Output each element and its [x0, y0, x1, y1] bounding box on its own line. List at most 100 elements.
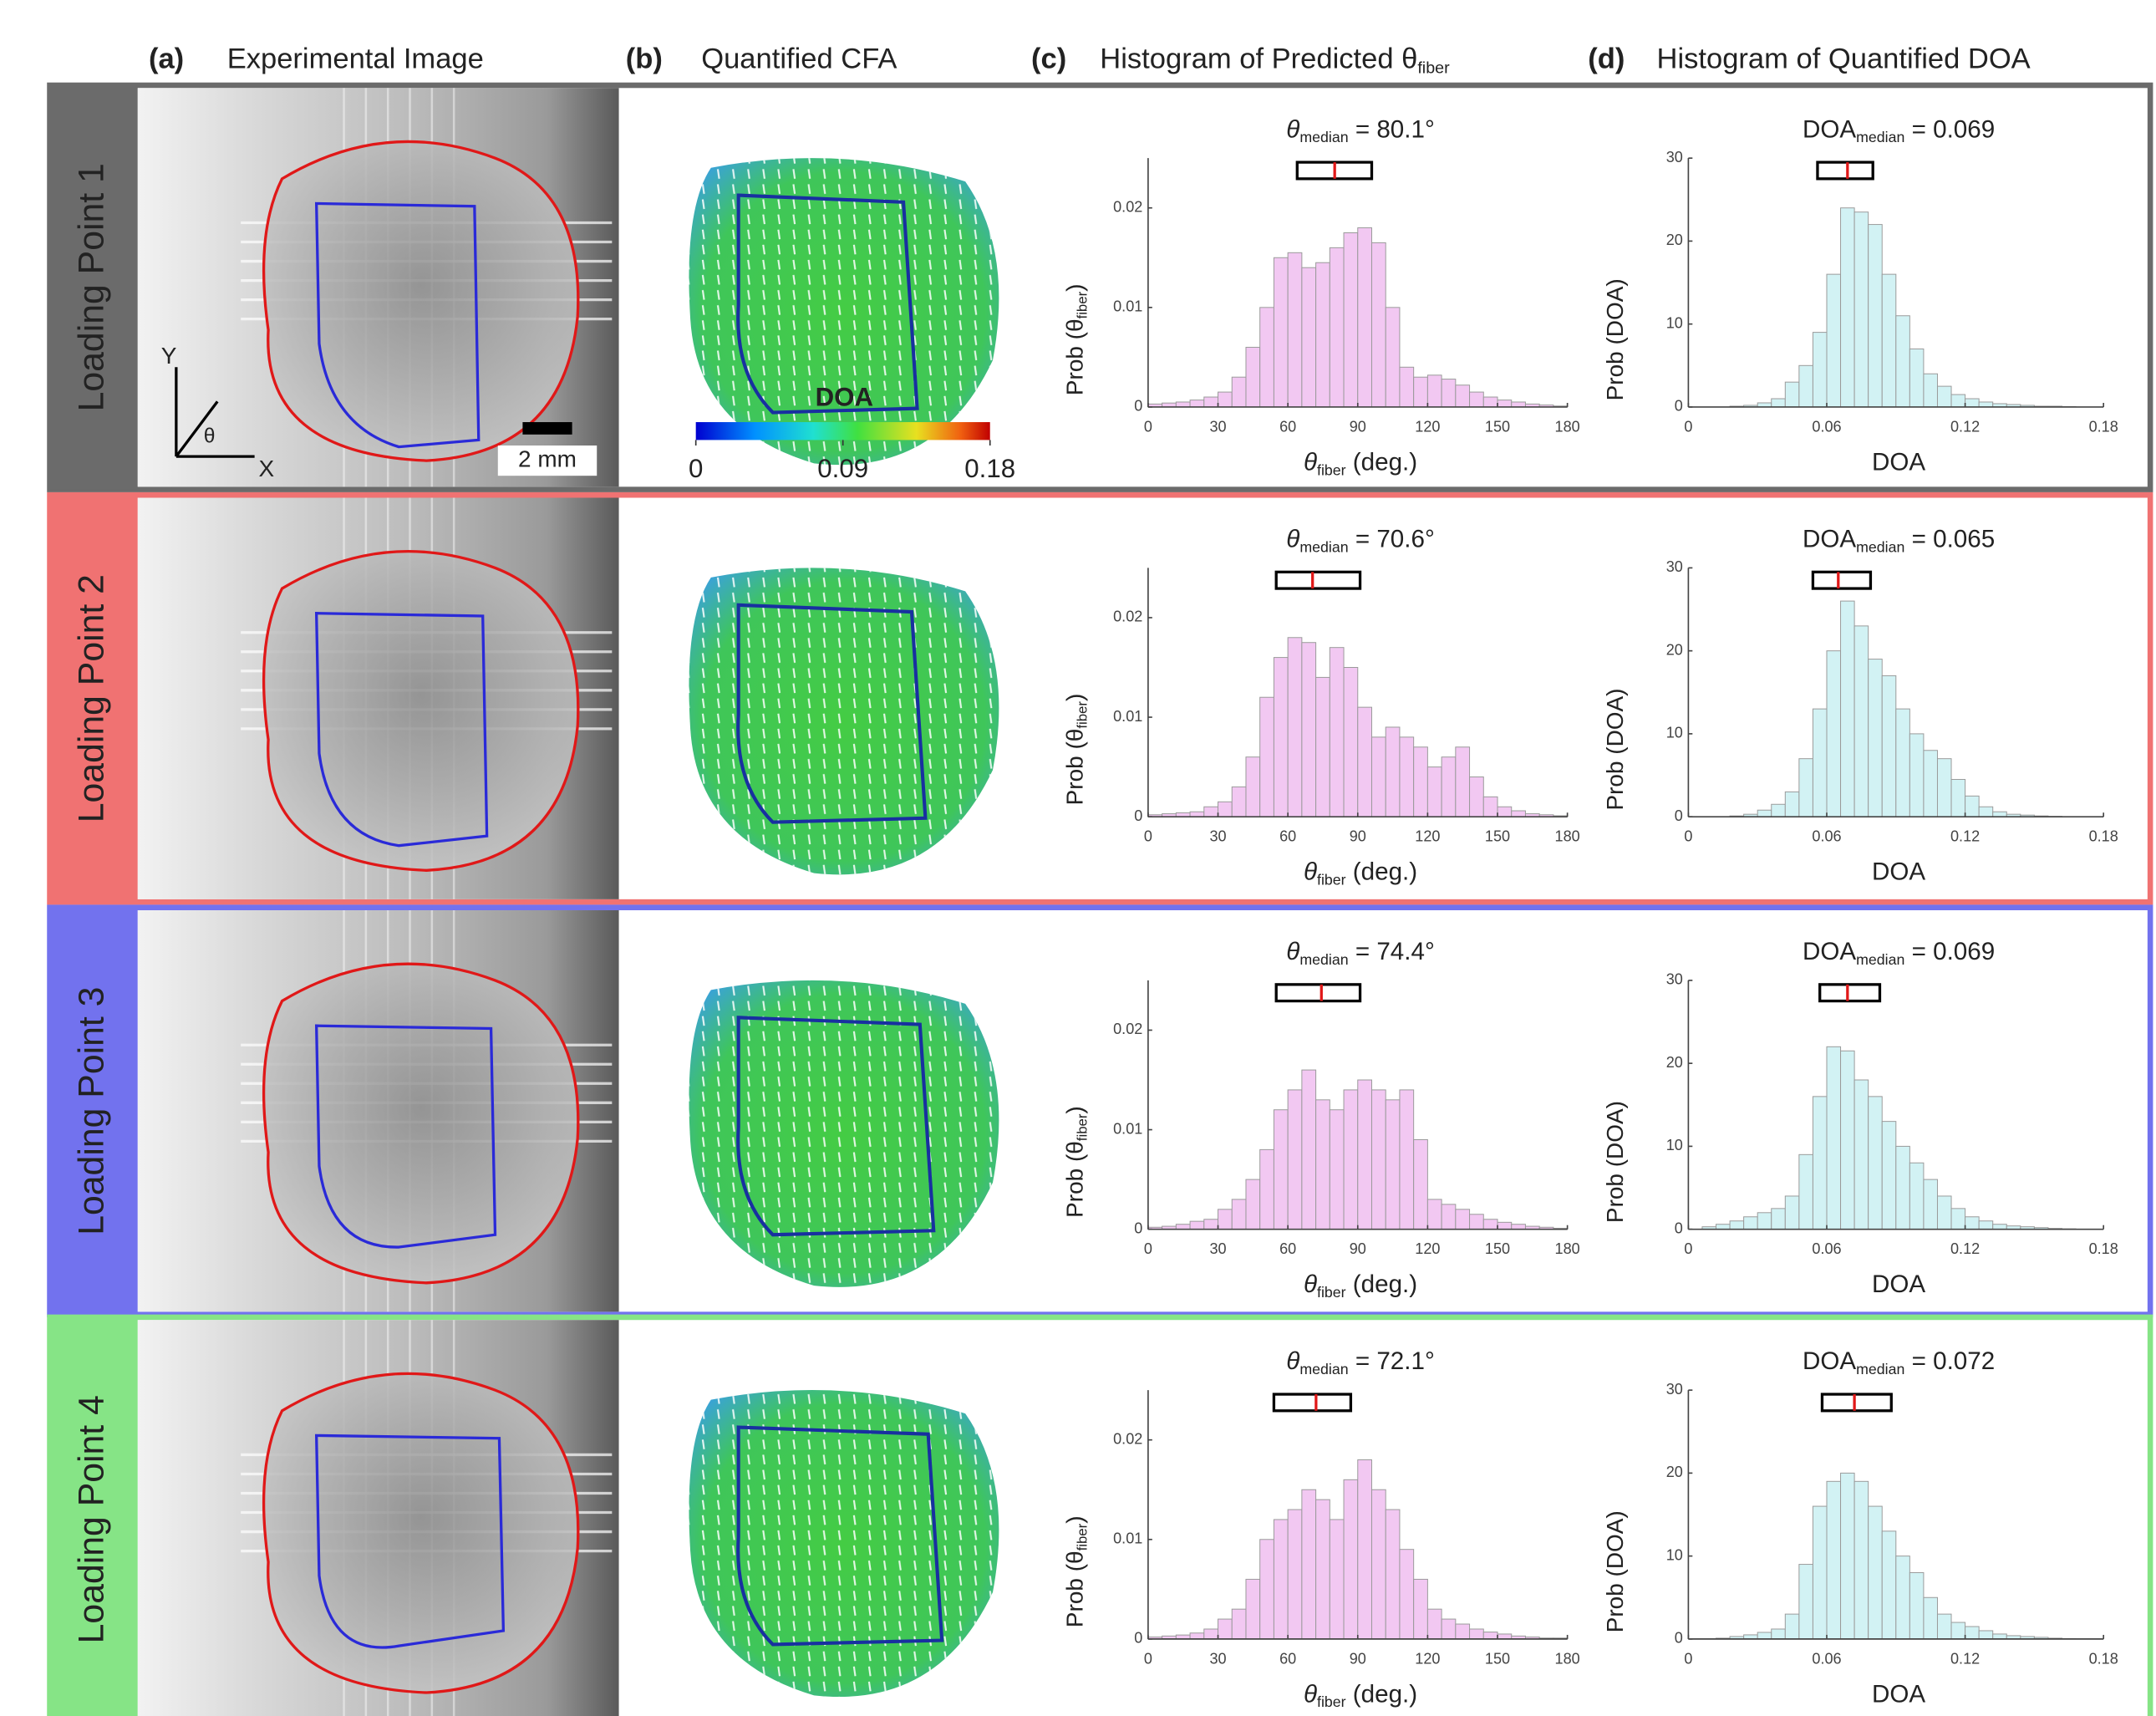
histogram-bar — [1315, 676, 1330, 817]
histogram-bar — [1218, 1618, 1233, 1640]
y-tick-label: 10 — [1666, 314, 1683, 331]
x-tick-label: 0.06 — [1812, 828, 1841, 845]
x-tick-label: 0 — [1144, 828, 1152, 845]
x-axis-label-part: fiber — [1317, 1693, 1346, 1710]
y-tick-label: 30 — [1666, 149, 1683, 165]
tissue — [263, 964, 578, 1283]
histogram-bar — [1413, 1578, 1428, 1640]
chart-title-part: median — [1856, 1361, 1904, 1377]
x-axis-label: θfiber (deg.) — [1304, 1680, 1417, 1710]
histogram-bar — [1881, 273, 1897, 408]
panel-tag: (a) — [149, 43, 184, 75]
histogram-bar — [1231, 1199, 1247, 1230]
histogram-bar — [1812, 708, 1828, 817]
x-tick-label: 120 — [1415, 418, 1440, 435]
x-tick-label: 0 — [1684, 1650, 1692, 1667]
chart-title-part: median — [1299, 1361, 1348, 1377]
chart-title-part: median — [1299, 129, 1348, 145]
histogram-bar — [1287, 1509, 1303, 1640]
scale-bar — [522, 422, 572, 435]
histogram-bar — [1343, 232, 1359, 408]
x-axis-label-part: (deg.) — [1346, 858, 1418, 885]
cfa-region — [736, 1425, 944, 1647]
y-axis-label-part: Prob (DOA) — [1602, 689, 1628, 811]
y-axis-label: Prob (θfiber) — [1062, 1515, 1091, 1627]
cfa-region — [736, 603, 928, 824]
panel-tag: (d) — [1588, 43, 1625, 75]
histogram-bar — [1826, 1046, 1842, 1230]
histogram-bar — [1909, 733, 1925, 817]
chart-title: DOAmedian = 0.069 — [1803, 115, 1995, 145]
histogram-bar — [1826, 650, 1842, 817]
chart-title-part: median — [1856, 951, 1904, 968]
chart-title-part: θ — [1286, 525, 1299, 552]
histogram-bar — [1301, 267, 1317, 408]
box — [1274, 983, 1362, 1003]
y-axis-label: Prob (θfiber) — [1062, 284, 1091, 396]
histogram-bar — [1497, 806, 1513, 817]
x-tick-label: 30 — [1209, 1240, 1226, 1257]
colorbar-tick-label: 0.18 — [964, 454, 1015, 483]
histogram-bar — [1218, 1209, 1233, 1230]
panel-tag: (b) — [626, 43, 663, 75]
x-axis-label-part: (deg.) — [1346, 1680, 1418, 1708]
histogram-bar — [1511, 1224, 1526, 1230]
histogram-bar — [1909, 348, 1925, 408]
row-label-strip — [49, 907, 138, 1315]
histogram-bar — [1370, 1489, 1386, 1640]
histogram-bar — [1497, 1221, 1513, 1230]
chart-title-part: θ — [1286, 938, 1299, 965]
y-tick-label: 0.01 — [1113, 1120, 1142, 1137]
histogram-bar — [1784, 381, 1800, 408]
histogram-bar — [1868, 1096, 1883, 1230]
cfa-vectors — [689, 1390, 999, 1698]
chart-title-part: DOA — [1803, 1347, 1856, 1375]
histogram-bar — [1923, 1596, 1938, 1640]
histogram-bar — [1923, 750, 1938, 817]
cfa-vectors — [689, 568, 999, 875]
row-label-strip — [49, 84, 138, 490]
histogram-bar — [1329, 1519, 1345, 1640]
chart-title-part: = 72.1° — [1349, 1347, 1435, 1375]
histogram-bar — [1798, 364, 1813, 408]
cfa-vectors — [689, 158, 999, 466]
y-tick-label: 0.01 — [1113, 1530, 1142, 1547]
chart-title-part: = 70.6° — [1349, 525, 1435, 552]
histogram-bar — [1343, 1089, 1359, 1230]
chart-title: DOAmedian = 0.065 — [1803, 525, 1995, 555]
histogram-bar — [1189, 1220, 1205, 1230]
histogram-bar — [1441, 1618, 1457, 1640]
chart-title: θmedian = 70.6° — [1286, 525, 1435, 555]
histogram-bar — [1840, 1472, 1855, 1640]
histogram-bar — [1259, 1539, 1274, 1640]
x-tick-label: 30 — [1209, 418, 1226, 435]
histogram-bar — [1909, 1162, 1925, 1230]
histogram-bar — [1259, 696, 1274, 817]
histogram-bar — [1936, 758, 1952, 817]
histogram-bar — [1909, 1571, 1925, 1640]
histogram-bar — [1441, 379, 1457, 408]
y-tick-label: 10 — [1666, 1546, 1683, 1563]
chart-title-part: median — [1856, 538, 1904, 555]
box — [1272, 1393, 1353, 1413]
histogram-bar — [1370, 736, 1386, 817]
histogram-bar — [1399, 1549, 1415, 1640]
histogram-bar — [1175, 401, 1191, 408]
panel-title-part: Histogram of Predicted θ — [1100, 43, 1417, 75]
histogram-bar — [1729, 1220, 1745, 1230]
histogram-bar — [1273, 257, 1289, 408]
histogram-bar — [1231, 1608, 1247, 1640]
y-axis-label-part: fiber — [1075, 1523, 1091, 1551]
y-tick-label: 30 — [1666, 558, 1683, 575]
chart-title-part: = 80.1° — [1349, 115, 1435, 143]
y-axis-label-part: Prob (DOA) — [1602, 1101, 1628, 1223]
histogram-bar — [1231, 786, 1247, 817]
colorbar-title: DOA — [816, 382, 873, 411]
x-tick-label: 0 — [1144, 418, 1152, 435]
chart-title-part: DOA — [1803, 115, 1856, 143]
row-label: Loading Point 4 — [71, 1395, 111, 1643]
histogram-bar — [1455, 384, 1471, 408]
y-tick-label: 0 — [1675, 1220, 1683, 1236]
x-axis-label-part: DOA — [1872, 1270, 1925, 1298]
histogram-bar — [1497, 1633, 1513, 1640]
